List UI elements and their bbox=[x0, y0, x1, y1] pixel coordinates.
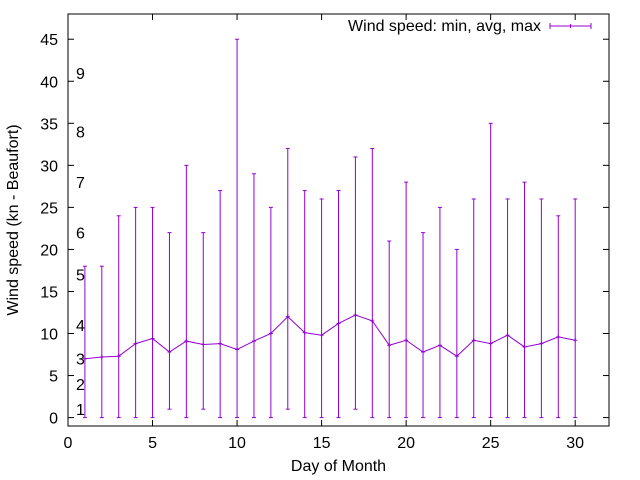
y-tick-label: 0 bbox=[49, 411, 58, 428]
y-tick-label: 40 bbox=[40, 74, 58, 91]
beaufort-label: 7 bbox=[76, 175, 85, 192]
legend-sample bbox=[549, 23, 592, 29]
beaufort-annotations: 1 2 3 4 5 6 7 8 9 bbox=[76, 66, 85, 419]
x-tick-label: 10 bbox=[228, 435, 246, 452]
y-tick-label: 20 bbox=[40, 242, 58, 259]
beaufort-label: 1 bbox=[76, 402, 85, 419]
y-tick-label: 30 bbox=[40, 158, 58, 175]
beaufort-label: 5 bbox=[76, 268, 85, 285]
x-tick-label: 15 bbox=[313, 435, 331, 452]
legend: Wind speed: min, avg, max bbox=[348, 18, 592, 35]
axes bbox=[67, 13, 610, 427]
x-tick-label: 0 bbox=[64, 435, 73, 452]
beaufort-label: 4 bbox=[76, 318, 85, 335]
beaufort-label: 9 bbox=[76, 66, 85, 83]
y-tick-label: 45 bbox=[40, 32, 58, 49]
beaufort-label: 6 bbox=[76, 226, 85, 243]
beaufort-label: 8 bbox=[76, 125, 85, 142]
avg-line bbox=[84, 314, 576, 360]
y-tick-label: 25 bbox=[40, 200, 58, 217]
y-tick-label: 10 bbox=[40, 327, 58, 344]
y-tick-label: 5 bbox=[49, 369, 58, 386]
plot-area bbox=[82, 38, 578, 419]
beaufort-label: 2 bbox=[76, 377, 85, 394]
y-tick-label: 35 bbox=[40, 116, 58, 133]
x-axis-label: Day of Month bbox=[291, 458, 386, 475]
plot-border bbox=[67, 13, 610, 427]
legend-label: Wind speed: min, avg, max bbox=[348, 18, 541, 35]
y-tick-label: 15 bbox=[40, 284, 58, 301]
beaufort-label: 3 bbox=[76, 352, 85, 369]
x-tick-label: 30 bbox=[566, 435, 584, 452]
x-tick-label: 5 bbox=[148, 435, 157, 452]
x-tick-label: 20 bbox=[397, 435, 415, 452]
x-axis-ticks: 0 5 10 15 20 25 30 bbox=[64, 14, 584, 452]
x-tick-label: 25 bbox=[482, 435, 500, 452]
y-axis-label: Wind speed (kn - Beaufort) bbox=[5, 124, 22, 315]
